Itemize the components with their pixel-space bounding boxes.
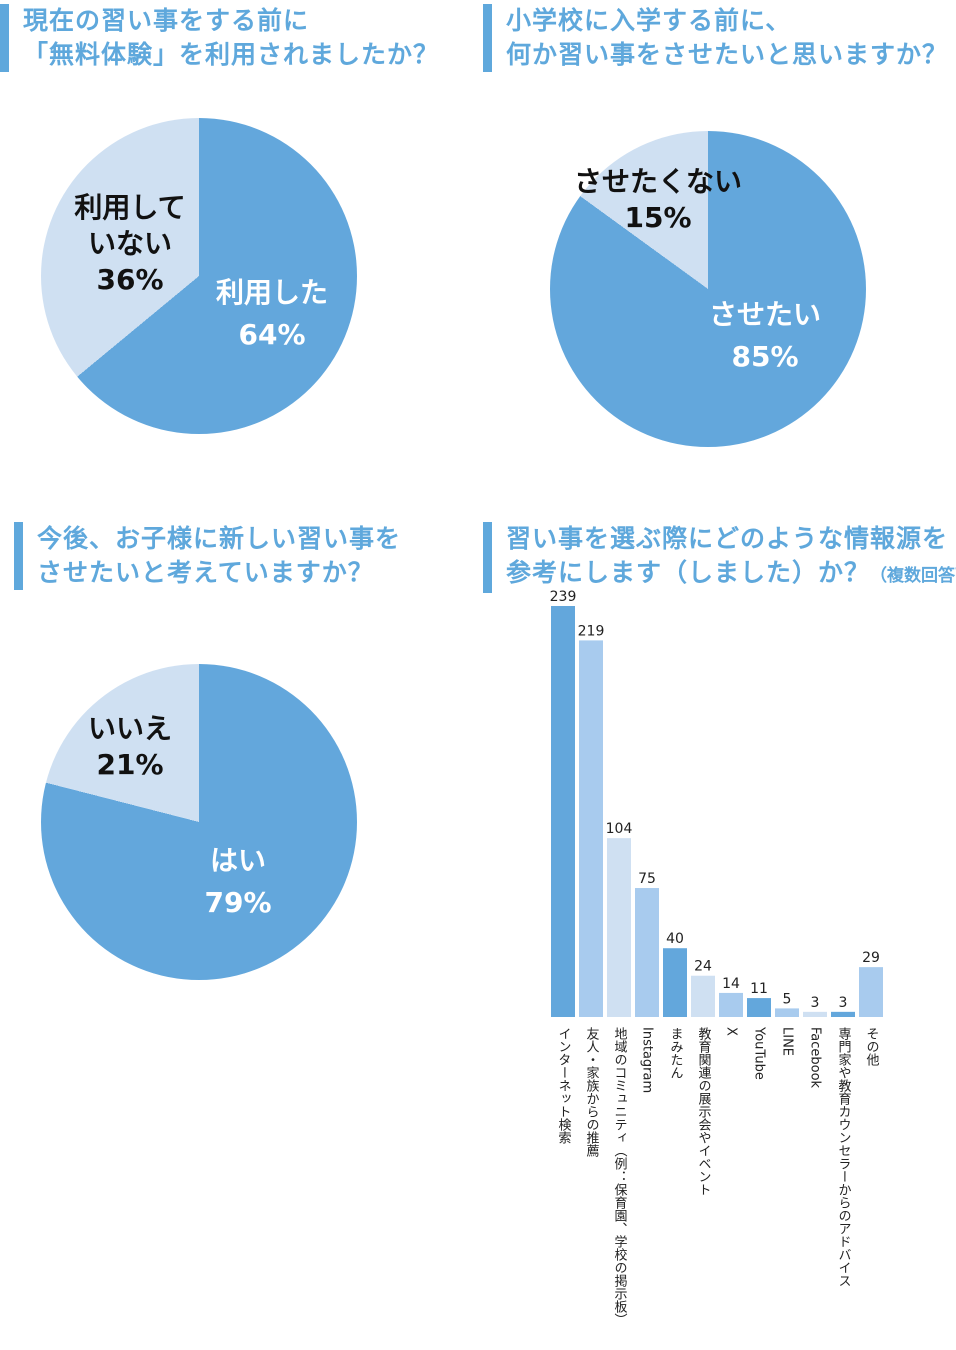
pie2-title-line2: 何か習い事をさせたいと思いますか？ [506,40,949,69]
pie1-slice1-label: 利用した [215,276,329,309]
pie3-label-yes: はい 79% [204,840,271,924]
bar-title: 習い事を選ぶ際にどのような情報源を 参考にします（しました）か？（複数回答可） [483,522,956,593]
bar-category-label: 友人・家族からの推薦 [584,1026,600,1158]
bar [747,998,771,1017]
pie2-label-yes: させたい 85% [709,294,821,378]
pie2-slice2-value: 15% [624,201,692,234]
bar-value-label: 14 [722,976,740,992]
bar [719,992,743,1017]
pie3-slice1-value: 79% [204,886,272,919]
bar-category-label: Instagram [640,1027,655,1093]
pie1-slice2-label-line1: 利用して [74,191,186,224]
bar-value-label: 75 [638,871,656,887]
pie1-title: 現在の習い事をする前に 「無料体験」を利用されましたか？ [0,4,439,72]
bar-value-label: 11 [750,981,768,997]
bar-category-label: Facebook [808,1027,823,1089]
bar-value-label: 219 [578,623,605,639]
bar-category-label: YouTube [752,1026,767,1080]
bar-category-label: インターネット検索 [556,1027,572,1144]
pie2-title: 小学校に入学する前に、 何か習い事をさせたいと思いますか？ [483,4,948,72]
pie3-title: 今後、お子様に新しい習い事を させたいと考えていますか？ [14,522,401,590]
pie3-slice2-label: いいえ [87,712,173,745]
bar [635,888,659,1017]
pie1-slice2-label-line2: いない [87,227,173,260]
bar-value-label: 29 [862,950,880,966]
bar-value-label: 24 [694,959,712,975]
pie3-label-no: いいえ 21% [88,711,172,783]
bar-value-label: 104 [606,821,633,837]
bar-value-label: 239 [550,590,577,605]
pie1-label-not-used: 利用して いない 36% [74,190,185,298]
pie2-slice2-label: させたくない [573,165,743,198]
pie2-label-no: させたくない 15% [574,164,742,236]
bar-title-note: （複数回答可） [870,566,956,586]
pie-chart-free-trial [41,118,357,434]
bar-category-label: 専門家や教育カウンセラーからのアドバイス [836,1027,852,1287]
pie1-label-used: 利用した 64% [216,272,328,356]
bar-value-label: 3 [811,995,820,1011]
bar-category-label: まみたん [668,1027,683,1079]
pie1-title-line2: 「無料体験」を利用されましたか？ [23,40,440,69]
bar [803,1011,827,1017]
bar-title-line2: 参考にします（しました）か？ [506,558,871,587]
pie3-slice1-label: はい [209,844,266,877]
pie-chart-new-lesson [41,664,357,980]
bar-title-line1: 習い事を選ぶ際にどのような情報源を [506,524,949,553]
bar-category-label: 地域のコミュニティ（例：保育園、学校の掲示板） [612,1027,628,1326]
bar-category-label: その他 [864,1027,880,1067]
bar-category-label: 教育関連の展示会やイベント [696,1026,712,1196]
bar-category-label: X [724,1027,739,1036]
bar [831,1011,855,1017]
bar-value-label: 5 [783,991,792,1007]
bar [607,838,631,1017]
pie2-slice1-value: 85% [731,340,799,373]
pie1-title-line1: 現在の習い事をする前に [23,6,310,35]
pie2-title-line1: 小学校に入学する前に、 [506,6,792,35]
bar [775,1008,799,1017]
pie3-slice2-value: 21% [96,748,164,781]
pie1-slice2-value: 36% [96,263,164,296]
pie2-slice1-label: させたい [708,298,822,331]
bar [663,948,687,1017]
bar-category-label: LINE [780,1027,795,1056]
pie1-slice1-value: 64% [238,318,306,351]
bar-value-label: 40 [666,931,684,947]
bar [691,975,715,1017]
bar [859,967,883,1017]
pie3-title-line2: させたいと考えていますか？ [37,558,374,587]
pie3-title-line1: 今後、お子様に新しい習い事を [37,524,402,553]
bar [579,640,603,1017]
bar-chart-information-sources: 239 インターネット検索 219 友人・家族からの推薦 104 地域のコミュニティ（例：… [550,590,883,1326]
bar-value-label: 3 [839,995,848,1011]
pie-chart-before-school [550,131,866,447]
bar [551,606,575,1017]
